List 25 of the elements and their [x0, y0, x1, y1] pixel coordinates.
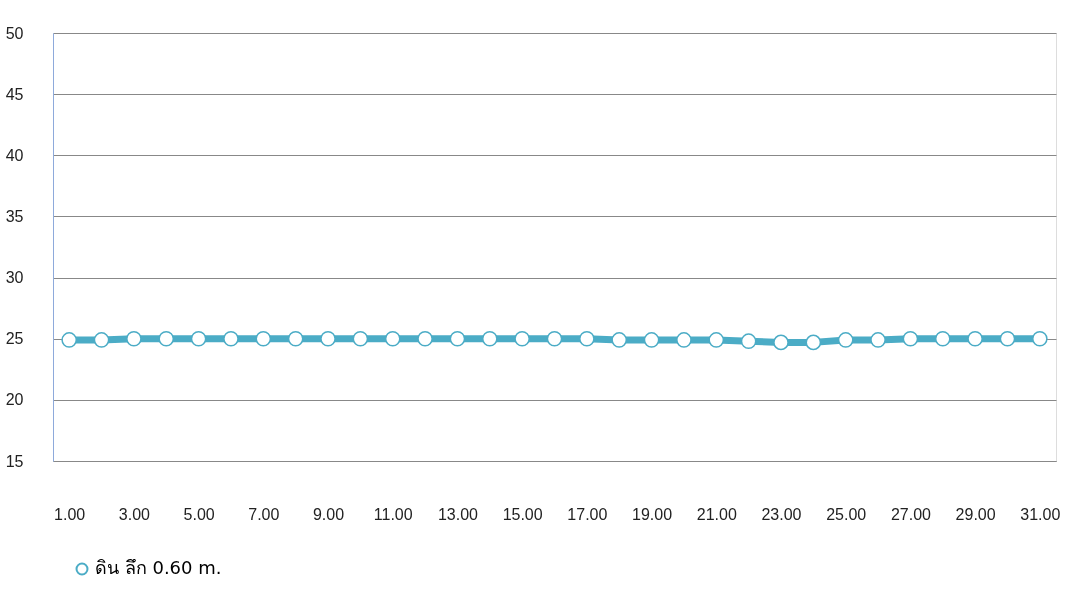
y-tick-label: 20 — [5, 391, 24, 409]
x-tick-label: 31.00 — [1020, 505, 1061, 523]
y-tick-label: 15 — [5, 452, 24, 470]
x-tick-label: 9.00 — [312, 505, 345, 523]
y-tick-label: 45 — [5, 85, 24, 103]
x-tick-label: 19.00 — [632, 505, 673, 523]
y-tick-label: 35 — [5, 207, 24, 225]
x-tick-label: 7.00 — [248, 505, 280, 523]
x-tick-label: 1.00 — [54, 505, 86, 523]
x-tick-label: 21.00 — [696, 505, 737, 523]
legend-label: ดิน ลึก 0.60 m. — [95, 557, 222, 578]
y-tick-label: 50 — [5, 24, 24, 42]
x-tick-label: 15.00 — [502, 505, 543, 523]
x-tick-label: 29.00 — [955, 505, 996, 523]
x-tick-label: 3.00 — [118, 505, 151, 523]
x-tick-label: 25.00 — [826, 505, 867, 523]
y-tick-label: 40 — [5, 146, 24, 164]
x-tick-label: 11.00 — [373, 505, 413, 523]
y-tick-label: 25 — [5, 330, 24, 348]
x-tick-label: 17.00 — [567, 505, 608, 523]
x-tick-label: 23.00 — [761, 505, 802, 523]
x-tick-label: 13.00 — [437, 505, 479, 523]
x-tick-label: 27.00 — [890, 505, 932, 523]
x-tick-label: 5.00 — [183, 505, 215, 523]
y-tick-label: 30 — [5, 269, 24, 287]
